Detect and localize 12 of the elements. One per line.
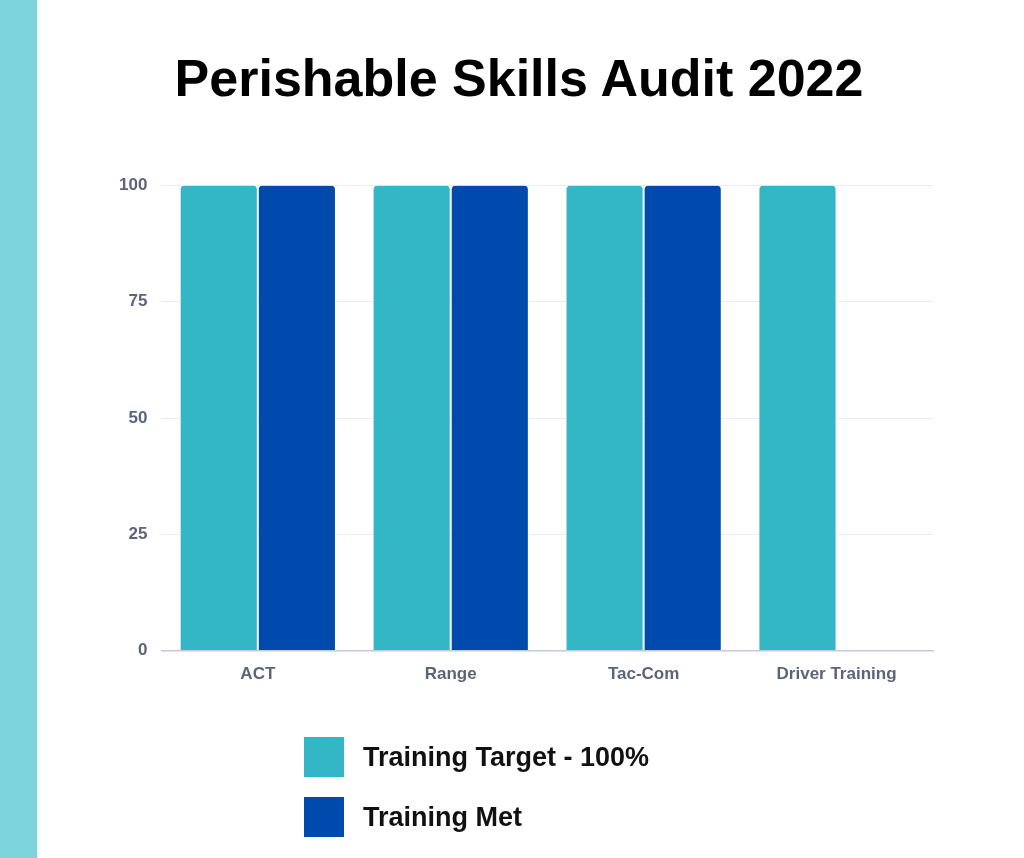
y-tick-label: 100 [118, 175, 148, 195]
legend-label: Training Target - 100% [363, 741, 650, 773]
x-tick-label: ACT [240, 664, 276, 684]
y-tick-label: 25 [128, 523, 148, 543]
x-tick-label: Tac-Com [607, 664, 680, 684]
chart-title: Perishable Skills Audit 2022 [174, 48, 864, 107]
x-tick-label: Driver Training [776, 664, 897, 684]
y-tick-label: 75 [128, 291, 148, 311]
y-tick-label: 50 [128, 407, 148, 427]
legend-label: Training Met [363, 801, 523, 833]
x-tick-label: Range [424, 664, 477, 684]
y-tick-label: 0 [137, 640, 148, 660]
